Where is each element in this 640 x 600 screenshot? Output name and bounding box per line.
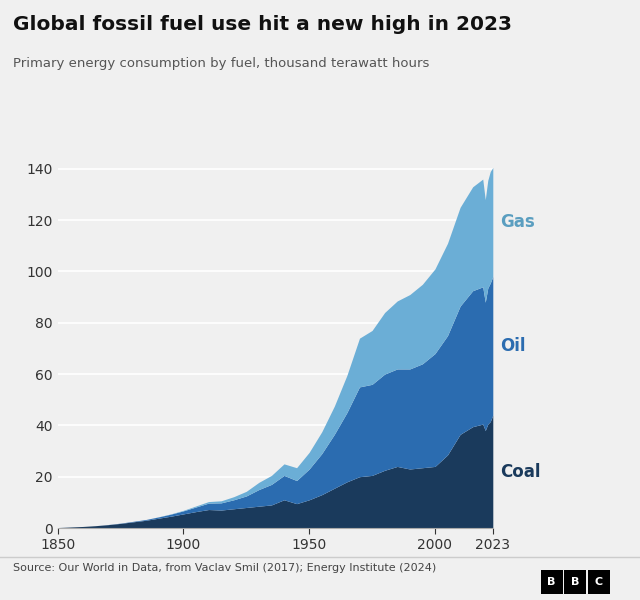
Text: Coal: Coal [500, 463, 541, 481]
Text: Global fossil fuel use hit a new high in 2023: Global fossil fuel use hit a new high in… [13, 15, 512, 34]
Text: Primary energy consumption by fuel, thousand terawatt hours: Primary energy consumption by fuel, thou… [13, 57, 429, 70]
Text: C: C [595, 577, 603, 587]
Text: Source: Our World in Data, from Vaclav Smil (2017); Energy Institute (2024): Source: Our World in Data, from Vaclav S… [13, 563, 436, 573]
Text: B: B [547, 577, 556, 587]
Text: B: B [571, 577, 580, 587]
Text: Gas: Gas [500, 213, 535, 231]
Text: Oil: Oil [500, 337, 526, 355]
